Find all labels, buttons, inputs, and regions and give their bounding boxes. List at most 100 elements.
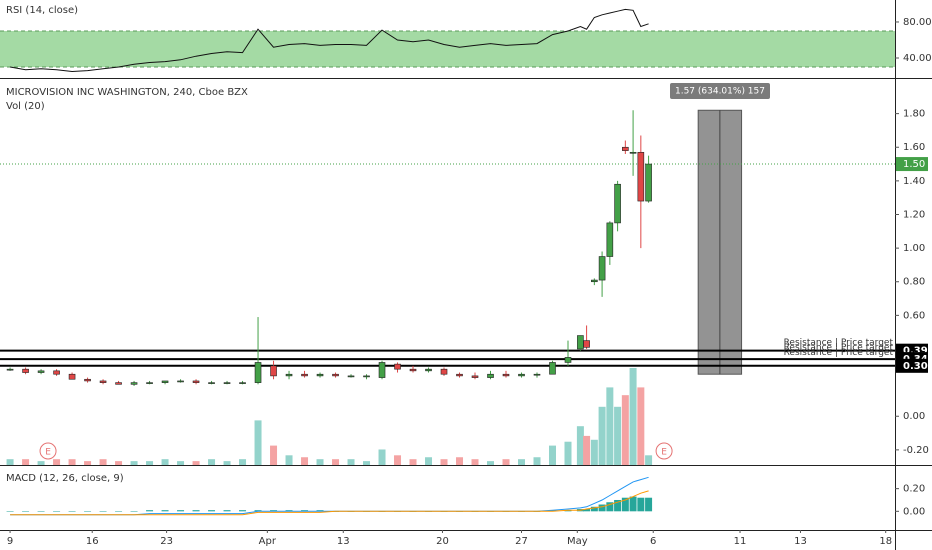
volume-bar [22,459,30,465]
volume-bar [347,459,355,465]
last-price-tag [896,157,928,172]
macd-histogram-bar [115,511,123,512]
volume-bar [583,435,591,465]
macd-histogram-bar [53,511,61,512]
macd-histogram-bar [254,510,262,512]
macd-histogram-bar [6,511,14,512]
macd-histogram-bar [68,511,76,512]
macd-histogram-bar [239,510,247,512]
candle-body [502,373,510,377]
chart-title: MICROVISION INC WASHINGTON, 240, Cboe BZ… [6,87,248,98]
macd-histogram-bar [629,496,637,512]
candle-body [130,382,138,385]
candle-body [409,368,417,372]
last-price-label: 1.50 [903,159,925,170]
volume-bar [316,459,324,465]
y-tick-label: 1.60 [903,142,925,153]
volume-bar [440,459,448,465]
volume-bar [146,461,154,465]
candle-body [471,375,479,378]
macd-histogram-bar [606,502,614,512]
y-tick-label: 1.00 [903,243,925,254]
volume-bar [115,461,123,465]
event-marker [39,442,57,460]
y-tick-label: 40.00 [903,53,932,64]
candle-body [115,382,122,385]
candle-body [614,183,621,224]
candle-body [285,373,293,377]
y-tick-label: 0.60 [903,310,925,321]
event-marker [655,442,673,460]
candle-body [177,380,184,383]
volume-bar [456,457,464,465]
candle-body [316,373,324,377]
level-text: Resistance | Price target [784,343,894,353]
y-tick-label: 1.20 [903,209,925,220]
volume-bar [606,387,614,465]
volume-bar [285,455,293,465]
volume-bar [590,439,598,465]
signal-line [10,490,649,516]
level-text: Resistance | Price target [784,338,894,348]
candle-body [598,256,606,281]
x-tick-label: 9 [7,536,13,547]
volume-bar [270,445,278,465]
candle-body [564,357,572,363]
event-label: E [45,448,51,458]
candle-body [577,335,584,350]
macd-histogram-bar [621,497,629,512]
volume-bar [301,457,309,465]
volume-bar [378,449,386,465]
volume-bar [130,461,138,465]
volume-bar [84,461,92,465]
candle-body [6,368,14,371]
volume-bar [576,426,584,465]
macd-histogram-bar [301,510,309,512]
macd-histogram-bar [590,506,598,512]
y-tick-label: 1.40 [903,176,925,187]
volume-bar [637,387,645,465]
macd-histogram-bar [645,497,653,512]
volume-bar [254,420,262,465]
volume-bar [629,368,637,465]
y-tick-label: 80.00 [903,17,932,28]
candle-body [591,279,598,283]
candle-body [518,373,525,377]
candle-body [37,370,45,373]
volume-bar [394,455,402,465]
macd-histogram-bar [583,509,591,512]
volume-bar [645,455,653,465]
candle-body [606,222,614,257]
rsi-line [10,8,649,73]
x-tick-label: Apr [259,536,277,547]
candle-body [583,340,590,348]
y-tick-label: 0.00 [903,411,925,422]
level-label: 0.30 [903,361,928,372]
rsi-title: RSI (14, close) [6,5,78,16]
volume-bar [99,459,107,465]
volume-bar [598,406,606,465]
candle-body [208,382,215,384]
macd-histogram-bar [316,510,324,512]
y-tick-label: -0.20 [903,445,929,456]
y-tick-label: 0.80 [903,277,925,288]
y-tick-label: 0.00 [903,506,925,517]
x-tick-label: 18 [879,536,892,547]
volume-bar [471,459,479,465]
level-tag [896,358,928,373]
volume-bar [621,395,629,465]
volume-bar [614,406,622,465]
plot-layer: 9 16 23 Apr 13 20 27 May 6 11 13 18 1.80 1.60 1.40 1.20… [0,8,932,547]
candle-body [53,370,60,375]
candle-body [378,362,386,378]
level-label: 0.39 [903,346,928,357]
volume-bar [68,459,76,465]
candle-body [239,382,246,384]
volume-bar [564,441,572,465]
volume-title: Vol (20) [6,101,45,112]
macd-histogram-bar [84,511,92,512]
macd-histogram-bar [208,510,216,512]
candle-body [22,368,29,373]
volume-bar [6,459,14,465]
candle-body [629,151,637,154]
